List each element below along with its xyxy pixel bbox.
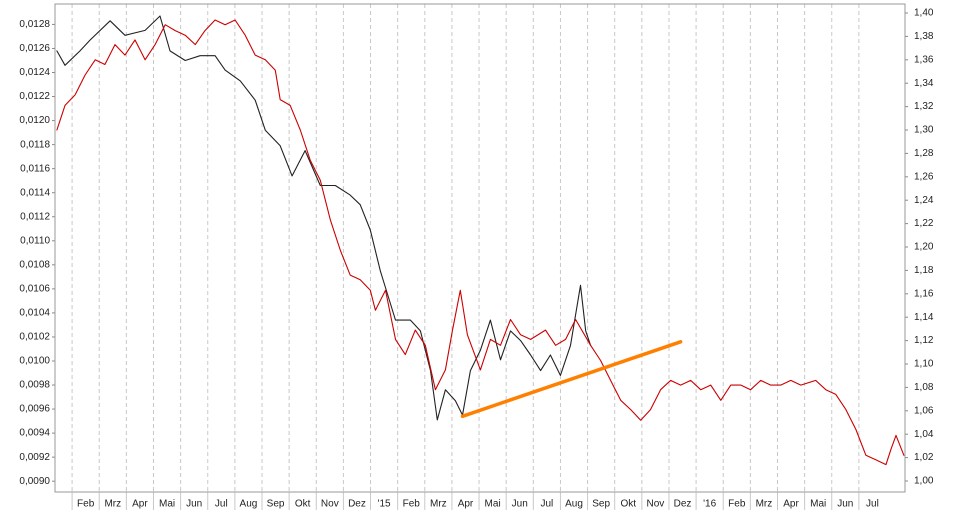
y2-tick-label: 1,26 <box>914 171 934 182</box>
y-tick-label: 0,0124 <box>19 67 50 78</box>
y2-tick-label: 1,28 <box>914 148 934 159</box>
y-tick-label: 0,0118 <box>20 139 50 150</box>
series-line <box>56 15 592 421</box>
y-tick-label: 0,0114 <box>20 187 50 198</box>
x-tick-label: Mrz <box>104 499 121 510</box>
series-line <box>56 19 905 466</box>
y2-tick-label: 1,10 <box>914 359 934 370</box>
x-tick-label: Feb <box>403 499 421 510</box>
x-tick-label: Apr <box>783 499 799 510</box>
x-tick-label: Mai <box>810 499 826 510</box>
y2-tick-label: 1,14 <box>914 312 934 323</box>
y2-tick-label: 1,18 <box>914 265 934 276</box>
y2-tick-label: 1,16 <box>914 288 934 299</box>
y2-tick-label: 1,06 <box>914 405 934 416</box>
y2-tick-label: 1,32 <box>914 101 934 112</box>
x-tick-label: Aug <box>240 499 258 510</box>
y2-tick-label: 1,34 <box>914 78 934 89</box>
x-tick-label: Dez <box>674 499 692 510</box>
y-tick-label: 0,0100 <box>19 356 50 367</box>
x-tick-label: Nov <box>321 499 339 510</box>
x-tick-label: Jul <box>540 499 553 510</box>
x-tick-label: Sep <box>267 499 285 510</box>
y2-tick-label: 1,04 <box>914 429 934 440</box>
y-tick-label: 0,0110 <box>20 235 50 246</box>
y-tick-label: 0,0116 <box>20 163 50 174</box>
x-tick-label: Nov <box>647 499 665 510</box>
y2-tick-label: 1,38 <box>914 31 934 42</box>
y-tick-label: 0,0104 <box>19 308 50 319</box>
x-tick-label: Okt <box>295 499 311 510</box>
x-tick-label: Sep <box>592 499 610 510</box>
y-tick-label: 0,0122 <box>19 91 50 102</box>
y2-tick-label: 1,36 <box>914 54 934 65</box>
y-tick-label: 0,0112 <box>20 211 50 222</box>
x-tick-label: Jul <box>866 499 879 510</box>
x-tick-label: Jun <box>837 499 853 510</box>
y2-tick-label: 1,24 <box>914 195 934 206</box>
x-tick-label: Mrz <box>756 499 773 510</box>
y-tick-label: 0,0096 <box>19 404 50 415</box>
plot-frame <box>54 3 906 493</box>
x-tick-label: Jul <box>215 499 228 510</box>
x-tick-label: Okt <box>620 499 636 510</box>
x-tick-label: Jun <box>512 499 528 510</box>
y-tick-label: 0,0120 <box>19 115 50 126</box>
x-tick-label: Apr <box>458 499 474 510</box>
trend-line <box>460 340 683 419</box>
y-tick-label: 0,0126 <box>19 43 50 54</box>
y2-tick-label: 1,30 <box>914 125 934 136</box>
x-tick-label: '16 <box>703 499 716 510</box>
x-tick-label: Mrz <box>430 499 447 510</box>
x-tick-label: Feb <box>77 499 95 510</box>
y2-tick-label: 1,00 <box>914 476 934 487</box>
x-tick-label: Mai <box>159 499 175 510</box>
x-tick-label: Mai <box>485 499 501 510</box>
y2-tick-label: 1,40 <box>914 8 934 19</box>
y2-tick-label: 1,08 <box>914 382 934 393</box>
y-tick-label: 0,0098 <box>19 380 50 391</box>
x-tick-label: Jun <box>186 499 202 510</box>
x-tick-label: Dez <box>348 499 366 510</box>
x-tick-label: '15 <box>378 499 391 510</box>
x-tick-label: Apr <box>132 499 148 510</box>
y-tick-label: 0,0102 <box>19 332 50 343</box>
y2-tick-label: 1,02 <box>914 452 934 463</box>
y-tick-label: 0,0108 <box>19 259 50 270</box>
y2-tick-label: 1,12 <box>914 335 934 346</box>
y-tick-label: 0,0094 <box>19 428 50 439</box>
x-tick-label: Aug <box>565 499 583 510</box>
y-tick-label: 0,0090 <box>19 476 50 487</box>
x-tick-label: Feb <box>728 499 746 510</box>
y2-tick-label: 1,22 <box>914 218 934 229</box>
y2-tick-label: 1,20 <box>914 242 934 253</box>
y-tick-label: 0,0106 <box>19 284 50 295</box>
y-tick-label: 0,0128 <box>19 19 50 30</box>
y-tick-label: 0,0092 <box>19 452 50 463</box>
